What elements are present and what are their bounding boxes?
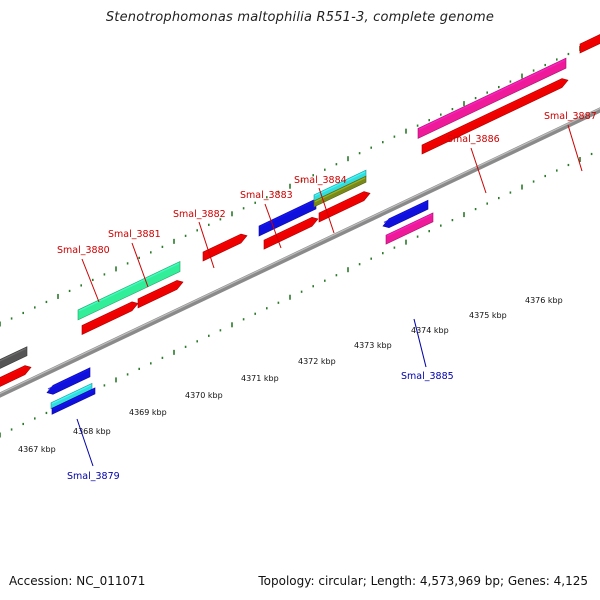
gene-label[interactable]: Smal_3885 [401,371,454,382]
gene-feature-smal3884b[interactable] [313,175,367,208]
gene-label-leader [198,221,215,269]
gene-feature-red[interactable] [137,280,184,309]
gene-feature-smal3882[interactable] [202,233,248,262]
scale-labels: 4367 kbp 4368 kbp 4369 kbp 4370 kbp 4371 kbp… [18,296,563,454]
gene-feature-blue-highlight [47,368,90,390]
gene-feature-red-highlight [422,79,563,147]
scale-label: 4373 kbp [354,341,392,350]
gene-feature-blue-highlight [383,201,428,223]
gene-feature-red[interactable] [318,191,371,223]
gene-feature-red-highlight [82,302,133,327]
gene-features[interactable] [0,34,600,415]
gene-feature-red[interactable] [81,301,139,336]
gene-label[interactable]: Smal_3887 [544,111,597,122]
gene-feature-smal3883-highlight [259,200,316,228]
gene-label-leader [131,242,149,288]
gene-feature-red-highlight [138,281,178,301]
gene-feature-smal3880[interactable] [77,261,181,321]
gene-feature-blue[interactable] [382,199,429,229]
gene-feature-red[interactable] [263,216,319,250]
gene-feature-red-highlight [319,192,365,215]
genome-summary-text: Topology: circular; Length: 4,573,969 bp… [258,574,588,588]
gene-feature-smal3886-highlight [418,59,566,130]
gene-feature-smal3886[interactable] [417,57,567,139]
scale-label: 4372 kbp [298,357,336,366]
genome-backbone [0,107,600,398]
gene-feature-smal3887-highlight [580,35,600,46]
map-title: Stenotrophomonas maltophilia R551-3, com… [105,10,495,25]
gene-feature-smal3884a-highlight [314,171,366,197]
gene-label-leader [413,318,427,368]
gene-label-leader [264,203,282,249]
accession-text: Accession: NC_011071 [9,574,146,588]
gene-feature-red-body[interactable] [318,191,371,223]
gene-feature-red-highlight [264,218,313,242]
gene-feature-smal3885[interactable] [385,212,434,245]
gene-label[interactable]: Smal_3881 [108,229,161,240]
gene-feature-red-body[interactable] [81,301,139,336]
gene-feature-red[interactable] [421,78,569,155]
gene-feature-red-body[interactable] [263,216,319,250]
gene-feature-smal3882-highlight [203,234,242,254]
gene-feature-smal3879b[interactable] [51,387,96,415]
scale-label: 4371 kbp [241,374,279,383]
gene-feature-smal3885-highlight [386,214,433,237]
gene-label[interactable]: Smal_3882 [173,209,226,220]
gene-feature-smal3887-body[interactable] [579,34,600,54]
scale-label: 4376 kbp [525,296,563,305]
gene-feature-red-body[interactable] [137,280,184,309]
gene-feature-smal3884b-highlight [314,177,366,203]
gene-label-leader [81,258,100,303]
gene-feature-smal3880-body[interactable] [77,261,181,321]
scale-label: 4367 kbp [18,445,56,454]
scale-label: 4368 kbp [73,427,111,436]
gene-feature-grey-highlight [0,347,27,362]
gene-label[interactable]: Smal_3879 [67,471,120,482]
gene-label[interactable]: Smal_3886 [447,134,500,145]
gene-label-leader [318,187,335,234]
gene-feature-red-body[interactable] [0,365,32,390]
gene-label-leader [470,147,487,194]
gene-feature-red-body[interactable] [421,78,569,155]
gene-feature-smal3879b-highlight [52,389,95,410]
gene-label-leader [76,418,94,467]
scale-ticks-upper [0,41,593,327]
gene-feature-red-highlight [0,366,26,380]
gene-feature-red[interactable] [0,365,32,390]
scale-label: 4375 kbp [469,311,507,320]
gene-feature-smal3886-body[interactable] [417,57,567,139]
gene-feature-smal3885-body[interactable] [385,212,434,245]
gene-feature-smal3880-highlight [78,262,180,312]
gene-feature-grey[interactable] [0,346,28,372]
scale-label: 4369 kbp [129,408,167,417]
gene-labels: Smal_3879 Smal_3880 Smal_3881 Smal_3882 Smal… [57,111,597,482]
scale-label: 4370 kbp [185,391,223,400]
gene-label-leader [567,124,583,172]
gene-label[interactable]: Smal_3884 [294,175,347,186]
gene-label[interactable]: Smal_3880 [57,245,110,256]
backbone-line [0,107,600,398]
gene-feature-smal3882-body[interactable] [202,233,248,262]
gene-label[interactable]: Smal_3883 [240,190,293,201]
scale-label: 4374 kbp [411,326,449,335]
gene-feature-smal3879a-highlight [51,384,92,405]
gene-feature-blue[interactable] [46,367,91,395]
backbone-highlight [0,107,600,395]
gene-feature-grey-body[interactable] [0,346,28,372]
gene-feature-smal3887[interactable] [579,34,600,54]
